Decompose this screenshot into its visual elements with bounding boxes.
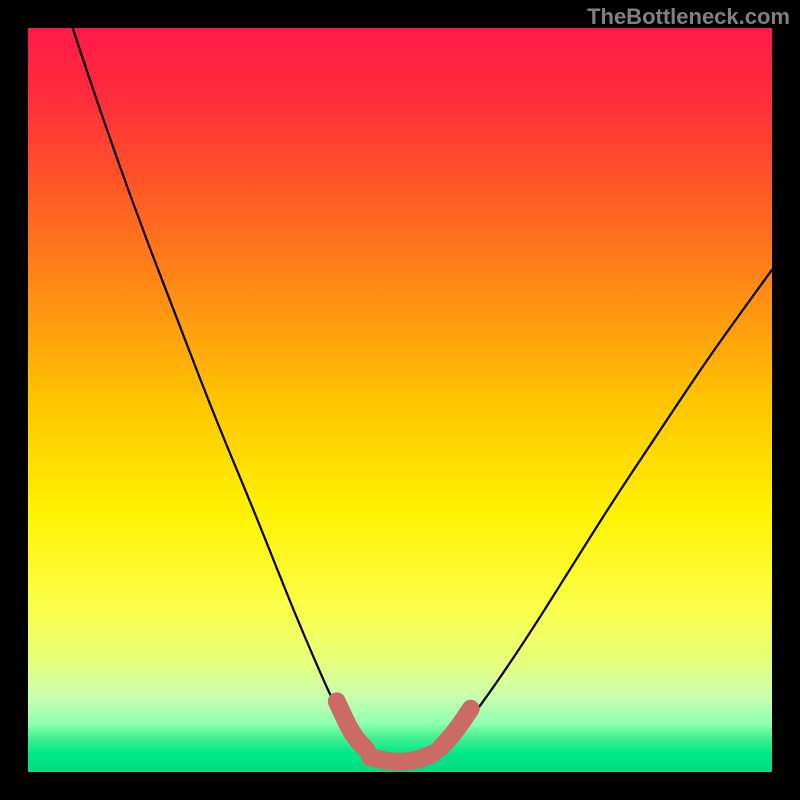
gradient-background xyxy=(28,28,772,772)
valley-highlight-1 xyxy=(370,753,433,761)
plot-svg xyxy=(28,28,772,772)
chart-container: TheBottleneck.com xyxy=(0,0,800,800)
plot-area xyxy=(28,28,772,772)
watermark-text: TheBottleneck.com xyxy=(587,4,790,30)
